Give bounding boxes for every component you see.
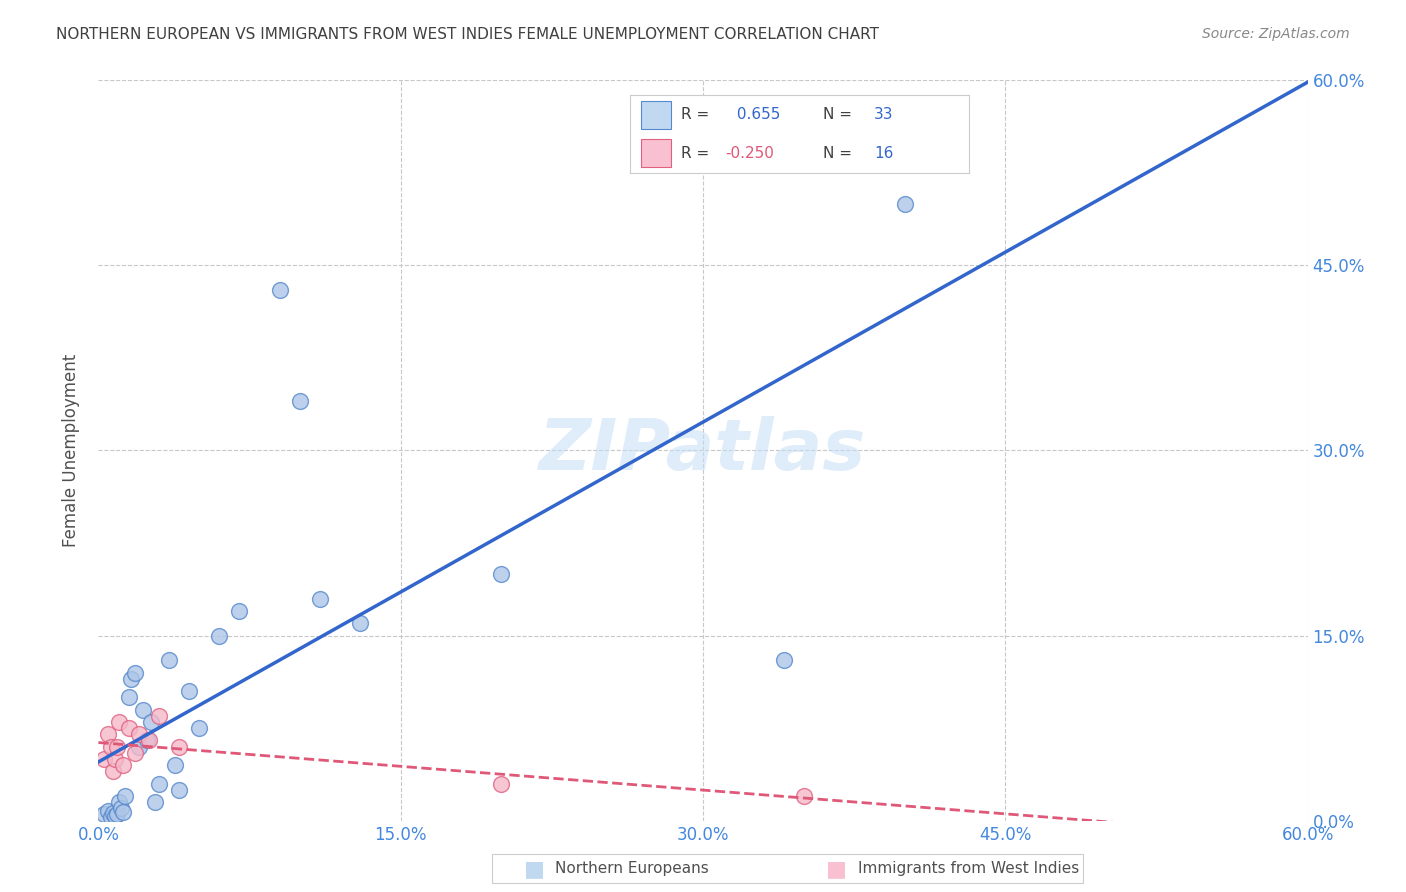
Point: [107, 795, 129, 809]
Point: [491, 776, 513, 791]
Point: [143, 795, 166, 809]
Text: Immigrants from West Indies: Immigrants from West Indies: [858, 862, 1078, 876]
Point: [111, 758, 134, 772]
Point: [269, 283, 291, 297]
Text: ■: ■: [524, 859, 544, 879]
Text: ■: ■: [827, 859, 846, 879]
Point: [138, 733, 160, 747]
Point: [167, 782, 190, 797]
Text: Immigrants from West Indies: Immigrants from West Indies: [858, 862, 1078, 876]
Point: [93, 752, 115, 766]
Point: [111, 805, 134, 819]
Point: [128, 727, 150, 741]
Point: [132, 703, 155, 717]
Point: [288, 394, 311, 409]
Point: [139, 714, 162, 729]
Text: NORTHERN EUROPEAN VS IMMIGRANTS FROM WEST INDIES FEMALE UNEMPLOYMENT CORRELATION: NORTHERN EUROPEAN VS IMMIGRANTS FROM WES…: [56, 27, 879, 42]
Point: [208, 628, 231, 642]
Point: [101, 806, 124, 821]
Point: [101, 764, 124, 779]
Point: [491, 566, 513, 581]
Point: [100, 739, 122, 754]
Y-axis label: Female Unemployment: Female Unemployment: [62, 354, 80, 547]
Text: ■: ■: [827, 859, 846, 879]
Point: [148, 708, 170, 723]
Point: [793, 789, 815, 803]
Text: Northern Europeans: Northern Europeans: [555, 862, 709, 876]
Point: [103, 752, 125, 766]
Text: Northern Europeans: Northern Europeans: [555, 862, 709, 876]
Point: [228, 604, 250, 618]
Point: [118, 690, 141, 705]
Point: [118, 721, 141, 735]
Point: [110, 801, 132, 815]
Point: [124, 746, 146, 760]
Point: [100, 810, 122, 824]
Point: [772, 653, 794, 667]
Point: [349, 616, 371, 631]
Point: [179, 684, 201, 698]
Point: [167, 739, 190, 754]
Text: Source: ZipAtlas.com: Source: ZipAtlas.com: [1202, 27, 1350, 41]
Point: [128, 739, 150, 754]
Point: [120, 672, 142, 686]
Point: [309, 591, 332, 606]
Point: [163, 758, 186, 772]
Point: [188, 721, 211, 735]
Point: [124, 665, 146, 680]
Point: [135, 733, 157, 747]
Point: [893, 196, 915, 211]
Point: [114, 789, 136, 803]
Point: [157, 653, 180, 667]
Point: [97, 804, 120, 818]
Point: [107, 714, 129, 729]
Point: [105, 807, 128, 822]
Point: [105, 739, 128, 754]
Point: [93, 807, 115, 822]
Text: ■: ■: [524, 859, 544, 879]
Point: [103, 808, 125, 822]
Point: [97, 727, 120, 741]
Text: ZIPatlas: ZIPatlas: [540, 416, 866, 485]
Point: [148, 776, 170, 791]
